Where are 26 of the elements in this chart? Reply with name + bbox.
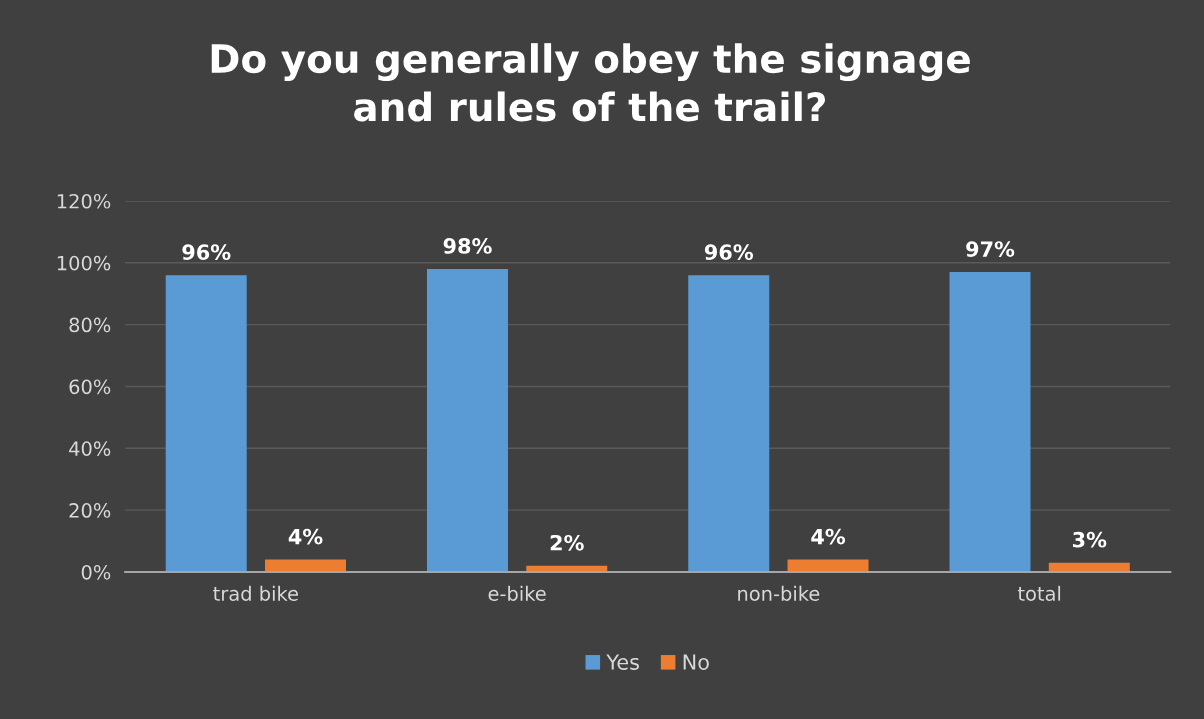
data-label: 97%: [966, 241, 1015, 257]
bar: [688, 275, 770, 572]
x-tick-label: e-bike: [488, 585, 546, 601]
bar: [426, 268, 508, 572]
data-label: 3%: [1073, 531, 1107, 548]
y-tick-label: 0%: [81, 564, 111, 580]
legend-label: No: [683, 654, 709, 670]
data-label: 2%: [550, 534, 584, 551]
y-tick-label: 20%: [69, 503, 111, 518]
y-tick-label: 40%: [69, 441, 111, 456]
bar: [165, 275, 247, 572]
y-tick-label: 80%: [69, 317, 111, 333]
y-tick-label: 120%: [57, 193, 111, 209]
data-label: 96%: [704, 244, 754, 261]
bar: [949, 272, 1031, 572]
legend-label: Yes: [606, 654, 639, 670]
data-label: 98%: [443, 238, 492, 254]
y-tick-label: 60%: [69, 379, 111, 395]
data-label: 96%: [182, 244, 231, 261]
x-tick-label: non-bike: [738, 585, 820, 601]
chart-title: Do you generally obey the signage and rules of the trail?: [211, 43, 970, 122]
y-tick-label: 100%: [57, 255, 111, 271]
x-tick-label: total: [1017, 585, 1061, 601]
data-label: 4%: [288, 528, 323, 545]
x-tick-label: trad bike: [213, 585, 298, 601]
data-label: 4%: [811, 528, 846, 545]
